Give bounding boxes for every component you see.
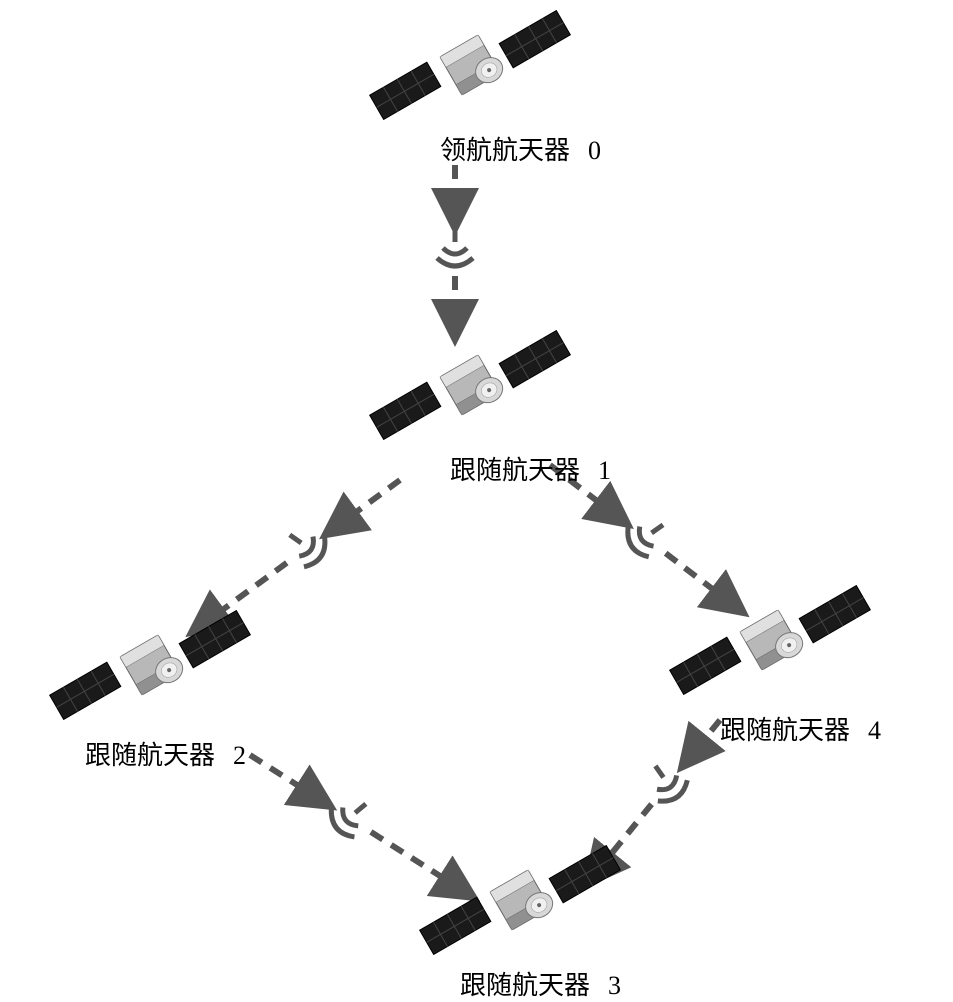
satellite-label-num: 0 — [588, 136, 601, 165]
satellite-label-num: 1 — [598, 456, 611, 485]
satellite-label-text: 跟随航天器 — [720, 716, 850, 745]
satellite-label-text: 跟随航天器 — [85, 741, 215, 770]
labels-layer: 领航航天器 0 跟随航天器 1 跟随航天器 2 跟随航天器 4 跟随航天器 3 — [0, 0, 953, 1000]
satellite-label-n3: 跟随航天器 3 — [460, 965, 621, 1002]
satellite-label-n2: 跟随航天器 2 — [85, 735, 246, 772]
satellite-label-text: 跟随航天器 — [460, 971, 590, 1000]
satellite-label-text: 领航航天器 — [440, 136, 570, 165]
satellite-label-text: 跟随航天器 — [450, 456, 580, 485]
satellite-label-n0: 领航航天器 0 — [440, 130, 601, 167]
satellite-label-num: 2 — [233, 741, 246, 770]
satellite-label-n4: 跟随航天器 4 — [720, 710, 881, 747]
satellite-label-num: 4 — [868, 716, 881, 745]
diagram-canvas: 领航航天器 0 跟随航天器 1 跟随航天器 2 跟随航天器 4 跟随航天器 3 — [0, 0, 953, 1000]
satellite-label-n1: 跟随航天器 1 — [450, 450, 611, 487]
satellite-label-num: 3 — [608, 971, 621, 1000]
